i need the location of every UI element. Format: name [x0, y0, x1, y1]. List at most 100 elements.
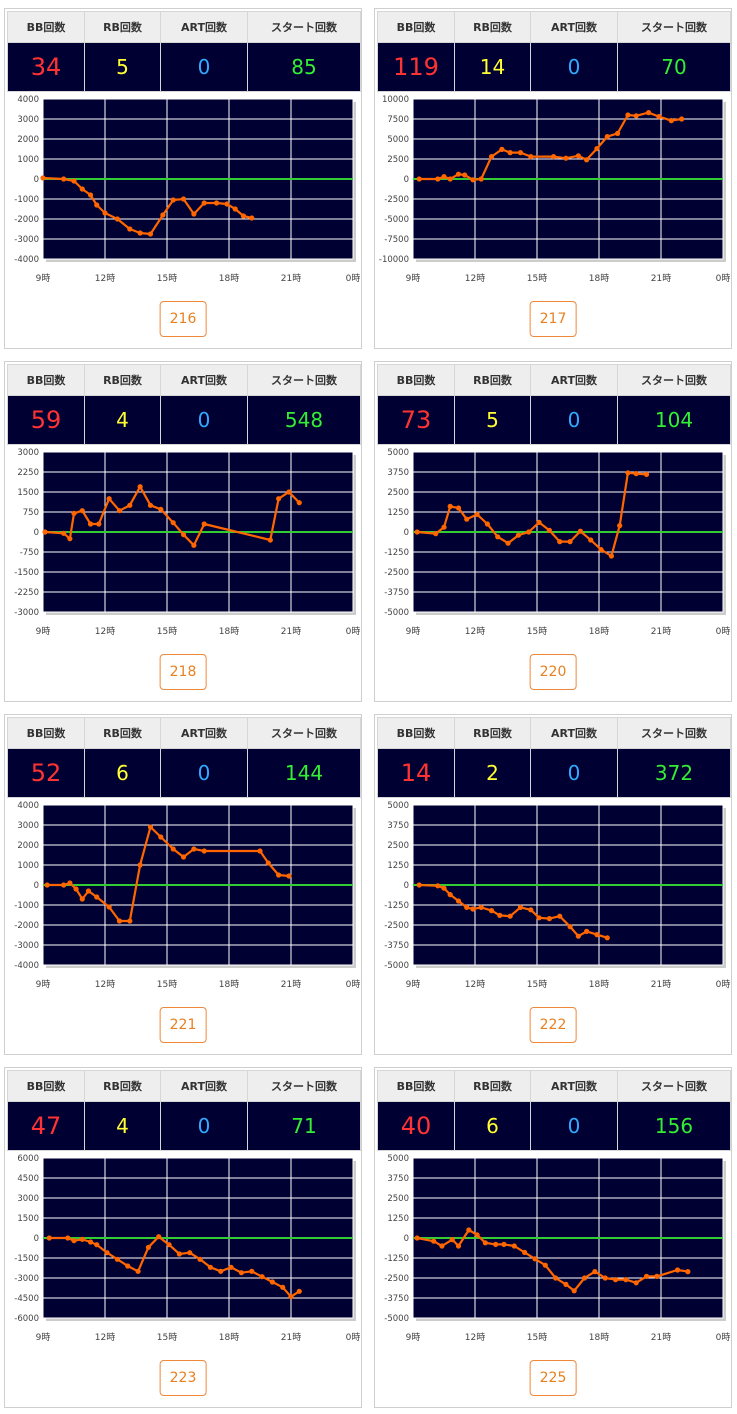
data-point [232, 206, 238, 212]
machine-number-button[interactable]: 220 [529, 654, 577, 690]
profit-line-chart: 5000 3750 2500 1250 0 -1250 -2500 -3750 -5000 9時 1… [384, 801, 730, 990]
machine-number-button[interactable]: 221 [159, 1007, 207, 1043]
data-point [46, 1235, 52, 1241]
y-tick-label: -1000 [14, 901, 39, 911]
y-tick-label: 3000 [17, 1194, 39, 1204]
data-point [147, 824, 154, 830]
data-point [542, 1262, 548, 1268]
data-point [433, 531, 439, 537]
data-point [497, 912, 503, 918]
y-tick-label: 2000 [17, 841, 39, 851]
y-tick-label: 2500 [387, 155, 409, 165]
data-point [633, 113, 639, 119]
rb-header: RB回数 [454, 717, 531, 749]
machine-number-button[interactable]: 223 [159, 1360, 207, 1396]
data-point [602, 1275, 608, 1281]
machine-number-button[interactable]: 218 [159, 654, 207, 690]
y-tick-label: -7500 [384, 235, 409, 245]
x-tick-label: 9時 [406, 273, 421, 284]
data-point [571, 1288, 577, 1294]
y-tick-label: 1250 [387, 508, 409, 518]
y-tick-label: 1000 [17, 861, 39, 871]
data-point [633, 1280, 639, 1286]
data-point [160, 212, 166, 218]
stats-table: BB回数 RB回数 ART回数 スタート回数 47 4 0 71 [7, 1070, 361, 1151]
y-tick-label: -1250 [384, 548, 409, 558]
data-point [674, 1267, 681, 1273]
data-point [125, 1263, 131, 1269]
data-point [197, 1256, 203, 1262]
data-point [643, 1273, 650, 1279]
data-point [474, 1232, 480, 1238]
data-point [191, 542, 197, 548]
machine-card: BB回数 RB回数 ART回数 スタート回数 47 4 0 71 223 600… [4, 1067, 362, 1408]
data-point [61, 882, 67, 888]
rb-header: RB回数 [84, 364, 161, 396]
data-point [114, 1256, 120, 1262]
x-tick-label: 21時 [651, 979, 671, 990]
data-point [563, 155, 569, 161]
data-point [455, 898, 462, 904]
stats-table: BB回数 RB回数 ART回数 スタート回数 73 5 0 104 [377, 364, 731, 445]
x-tick-label: 18時 [589, 273, 609, 284]
rb-header: RB回数 [84, 1070, 161, 1102]
data-point [249, 1268, 255, 1274]
stats-table: BB回数 RB回数 ART回数 スタート回数 40 6 0 156 [377, 1070, 731, 1151]
data-point [416, 176, 422, 182]
rb-header: RB回数 [454, 11, 531, 43]
x-tick-label: 15時 [527, 979, 547, 990]
data-point [170, 846, 176, 852]
x-tick-label: 9時 [36, 273, 51, 284]
x-tick-label: 12時 [95, 273, 115, 284]
machine-number-button[interactable]: 225 [529, 1360, 577, 1396]
data-point [553, 1275, 559, 1281]
machine-number-button[interactable]: 216 [159, 301, 207, 337]
x-tick-label: 9時 [36, 979, 51, 990]
data-point [474, 511, 480, 517]
y-tick-label: -1250 [384, 901, 409, 911]
data-point [536, 915, 542, 921]
start-count: 85 [247, 42, 361, 92]
machine-card: BB回数 RB回数 ART回数 スタート回数 40 6 0 156 225 50… [374, 1067, 732, 1408]
data-point [567, 924, 573, 930]
y-tick-label: -2000 [14, 921, 39, 931]
start-header: スタート回数 [617, 364, 731, 396]
y-tick-label: -10000 [379, 255, 409, 265]
data-point [127, 918, 133, 924]
bb-count: 47 [7, 1101, 85, 1151]
data-point [61, 176, 67, 182]
art-header: ART回数 [160, 1070, 248, 1102]
y-tick-label: 10000 [382, 95, 409, 105]
data-point [135, 1268, 141, 1274]
data-point [170, 520, 176, 526]
stats-table: BB回数 RB回数 ART回数 スタート回数 59 4 0 548 [7, 364, 361, 445]
bb-header: BB回数 [7, 1070, 85, 1102]
data-point [507, 913, 513, 919]
y-tick-label: 2500 [387, 1194, 409, 1204]
y-tick-label: 5000 [387, 1154, 409, 1164]
data-point [201, 200, 207, 206]
bb-header: BB回数 [377, 364, 455, 396]
y-tick-label: 3000 [17, 448, 39, 458]
data-point [441, 174, 447, 180]
data-point [598, 547, 604, 553]
data-point [505, 540, 511, 546]
profit-line-chart: 5000 3750 2500 1250 0 -1250 -2500 -3750 -5000 9時 1… [384, 448, 730, 637]
profit-line-chart: 5000 3750 2500 1250 0 -1250 -2500 -3750 -5000 9時 1… [384, 1154, 730, 1343]
data-point [276, 496, 282, 502]
data-point [625, 112, 631, 118]
y-tick-label: 7500 [387, 115, 409, 125]
data-point [584, 928, 590, 934]
machine-number-button[interactable]: 217 [529, 301, 577, 337]
bb-header: BB回数 [377, 717, 455, 749]
data-point [147, 231, 154, 237]
x-tick-label: 15時 [527, 1332, 547, 1343]
data-point [180, 196, 187, 202]
x-tick-label: 21時 [281, 626, 301, 637]
y-tick-label: 0 [34, 528, 39, 538]
machine-number-button[interactable]: 222 [529, 1007, 577, 1043]
data-point [439, 1243, 445, 1249]
start-header: スタート回数 [247, 364, 361, 396]
data-point [116, 918, 123, 924]
art-count: 0 [160, 1101, 248, 1151]
